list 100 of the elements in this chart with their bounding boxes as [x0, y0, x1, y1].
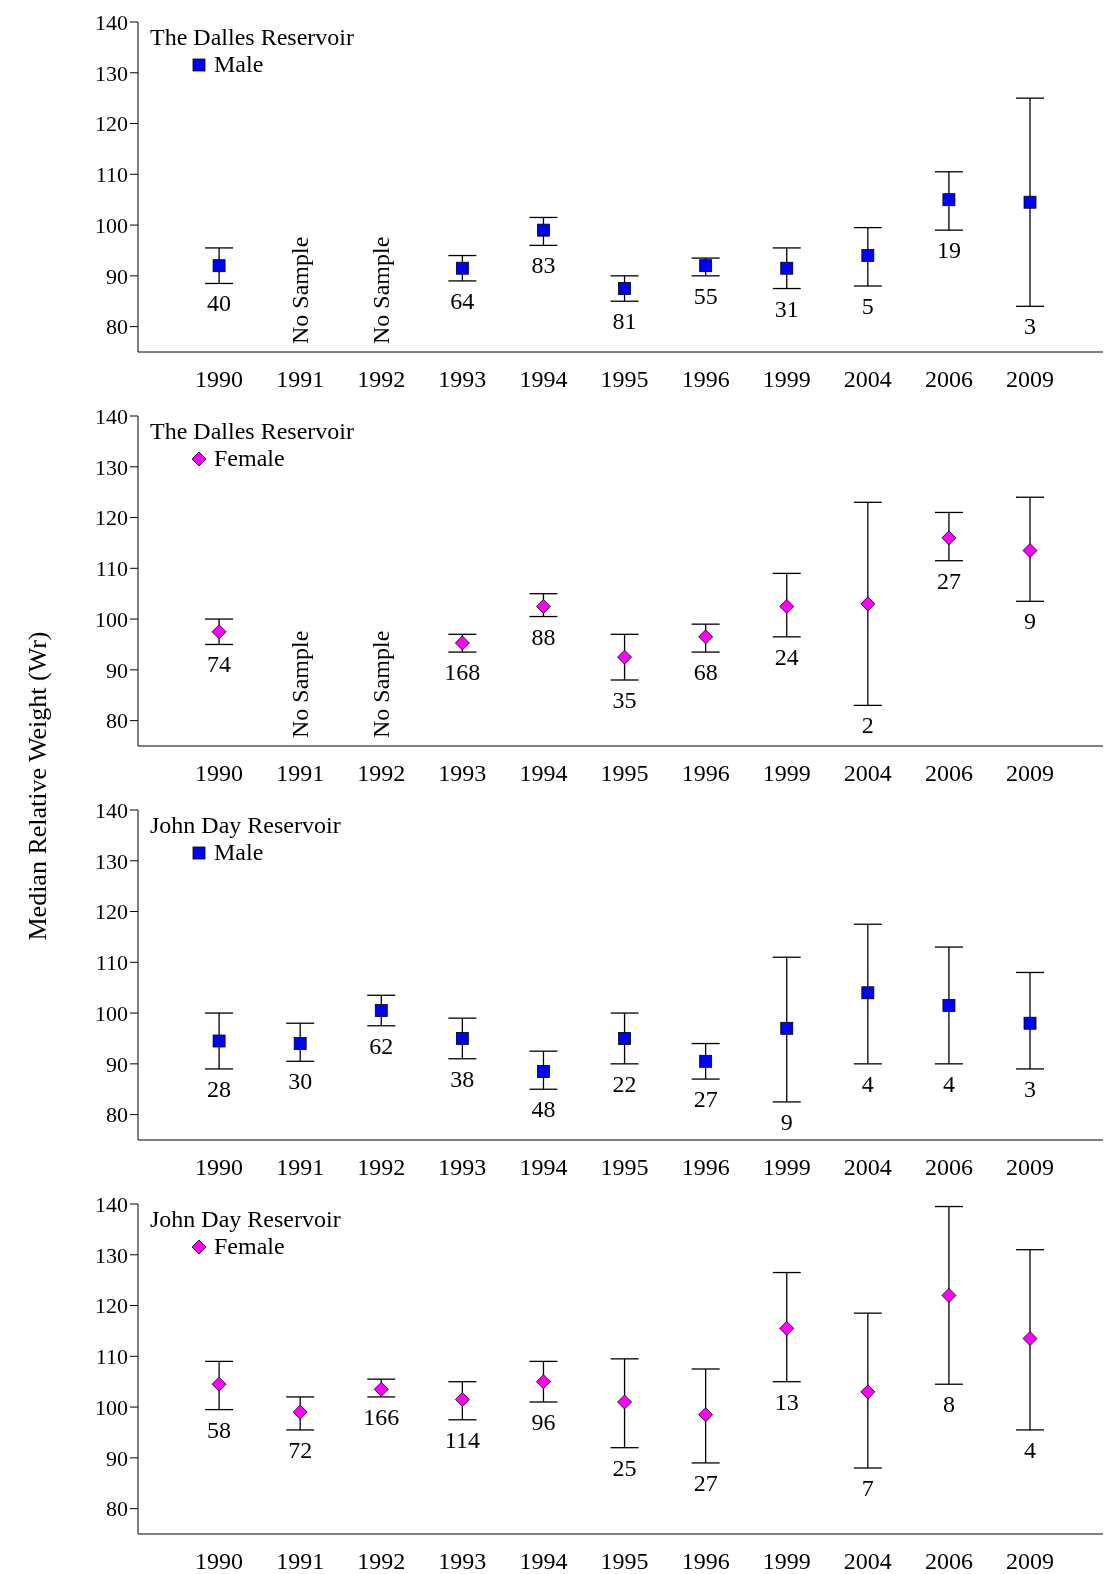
annotation: 35: [612, 687, 637, 713]
annotation: 13: [774, 1388, 799, 1415]
x-tick-label: 1993: [438, 1548, 487, 1574]
annotation: 88: [531, 623, 556, 650]
legend-title: John Day Reservoir: [150, 812, 341, 839]
legend-label: Female: [214, 1233, 285, 1260]
point: [942, 999, 956, 1012]
legend-title: John Day Reservoir: [150, 1206, 341, 1233]
annotation: 22: [612, 1070, 637, 1097]
point: [211, 624, 227, 640]
annotation: 4: [942, 1070, 955, 1097]
x-tick-label: 1990: [195, 366, 244, 393]
y-tick-label: 130: [95, 1242, 128, 1268]
y-tick-label: 100: [95, 1394, 128, 1420]
y-tick-label: 110: [95, 950, 128, 976]
y-tick-label: 110: [95, 1344, 128, 1370]
annotation: 55: [693, 282, 718, 309]
y-tick-label: 130: [95, 60, 128, 86]
point: [537, 223, 550, 237]
legend-label: Male: [214, 51, 264, 78]
y-tick-label: 120: [95, 1293, 128, 1319]
annotation: 27: [936, 567, 961, 594]
point: [293, 1037, 307, 1050]
y-tick-label: 80: [106, 314, 128, 340]
x-tick-label: 1994: [519, 760, 568, 787]
annotation: 48: [531, 1096, 556, 1123]
y-tick-label: 140: [95, 797, 128, 823]
point: [941, 530, 957, 546]
x-tick-label: 1993: [438, 1154, 487, 1181]
point: [861, 249, 875, 262]
x-tick-label: 2009: [1006, 1154, 1055, 1181]
x-tick-label: 1994: [519, 1548, 568, 1574]
x-tick-label: 1996: [681, 1154, 730, 1181]
x-tick-label: 1990: [195, 1548, 244, 1574]
x-tick-label: 2006: [924, 1154, 973, 1181]
point: [698, 629, 714, 645]
legend-label: Female: [214, 445, 285, 472]
annotation: 25: [612, 1454, 637, 1481]
y-tick-label: 80: [106, 708, 128, 734]
x-tick-label: 2006: [924, 366, 973, 393]
annotation: 30: [288, 1068, 313, 1095]
y-tick-label: 100: [95, 606, 128, 632]
point: [942, 193, 956, 207]
y-tick-label: 100: [95, 1000, 128, 1026]
x-tick-label: 2004: [843, 760, 892, 787]
point: [618, 282, 631, 295]
annotation: 168: [444, 659, 481, 686]
annotation: 72: [288, 1436, 313, 1463]
y-tick-label: 90: [106, 1051, 128, 1077]
annotation: 166: [363, 1403, 400, 1430]
annotation: 24: [774, 643, 799, 670]
y-tick-label: 110: [95, 556, 128, 582]
x-tick-label: 2009: [1006, 366, 1055, 393]
annotation: 5: [861, 293, 874, 319]
point: [374, 1004, 388, 1017]
x-tick-label: 2006: [924, 1548, 973, 1574]
point: [860, 1384, 876, 1400]
annotation: 74: [207, 651, 232, 678]
x-tick-label: 2004: [843, 1548, 892, 1574]
annotation: 4: [1024, 1436, 1037, 1463]
x-tick-label: 1990: [195, 760, 244, 787]
annotation: 114: [444, 1426, 480, 1453]
point: [699, 259, 713, 273]
point: [536, 598, 551, 614]
point: [373, 1381, 389, 1397]
y-tick-label: 120: [95, 899, 128, 925]
annotation: 62: [369, 1032, 394, 1059]
annotation: 19: [936, 237, 961, 264]
point: [861, 986, 875, 1000]
x-tick-label: 1999: [762, 1154, 811, 1181]
y-tick-label: 140: [95, 9, 128, 35]
x-tick-label: 1993: [438, 366, 487, 393]
y-tick-label: 90: [106, 1445, 128, 1471]
annotation: 9: [1024, 608, 1037, 635]
point: [454, 1392, 470, 1407]
x-tick-label: 1991: [276, 760, 325, 787]
x-tick-label: 1992: [357, 366, 406, 393]
legend-title: The Dalles Reservoir: [150, 24, 354, 51]
y-tick-label: 100: [95, 212, 128, 238]
x-tick-label: 1990: [195, 1154, 244, 1181]
point: [617, 1394, 632, 1410]
annotation: 7: [861, 1475, 874, 1501]
x-tick-label: 1992: [357, 1548, 406, 1574]
annotation: 38: [450, 1065, 475, 1092]
annotation: 68: [693, 659, 718, 686]
annotation: No Sample: [287, 236, 314, 344]
point: [779, 1320, 795, 1336]
annotation: 83: [531, 252, 556, 279]
x-tick-label: 1999: [762, 366, 811, 393]
point: [212, 259, 226, 273]
point: [617, 649, 632, 665]
x-tick-label: 1999: [762, 760, 811, 787]
x-tick-label: 2004: [843, 366, 892, 393]
x-tick-label: 1996: [681, 1548, 730, 1574]
annotation: 8: [942, 1391, 955, 1418]
point: [860, 596, 876, 612]
point: [455, 261, 469, 275]
annotation: 81: [612, 308, 637, 335]
point: [536, 1374, 551, 1390]
point: [699, 1054, 713, 1068]
